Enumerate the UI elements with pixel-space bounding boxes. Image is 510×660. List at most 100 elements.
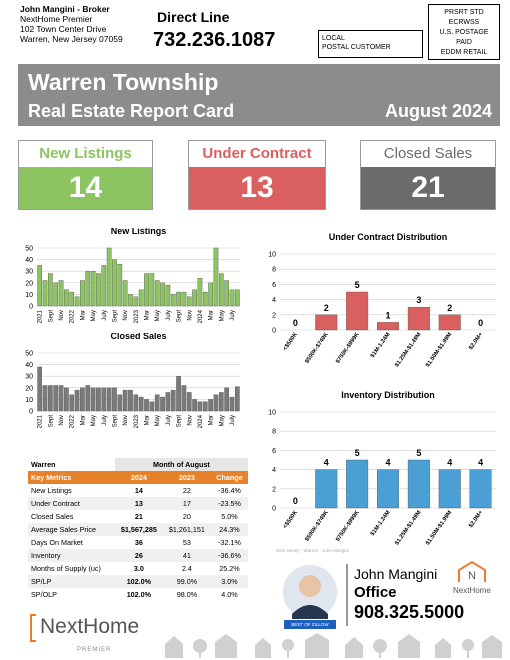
x-tick-label: $750K-$999K [335,509,361,543]
bar [165,284,171,307]
postage-line: PAID [456,39,472,46]
x-tick-label: Mar [145,415,151,425]
stat-value: 14 [19,167,152,209]
bar [128,294,133,307]
bar [69,394,75,412]
bar [101,265,107,307]
table-cell: $1,261,151 [168,525,205,534]
table-row: Months of Supply (uc) 3.0 2.4 25.2% [28,562,248,575]
bar [42,280,48,307]
table-title-row: Warren Month of August [28,458,248,471]
bar [74,296,80,307]
table-cell: Inventory [31,551,61,560]
bar [42,385,48,412]
x-tick-label: $1.25M-$1.49M [394,332,422,369]
bar [229,396,235,412]
bar [213,394,219,412]
x-tick-label: 2023 [134,414,140,428]
postage-box: PRSRT STD ECRWSS U.S. POSTAGE PAID EDDM … [428,4,500,60]
table-cell: 26 [134,551,143,560]
footer-brand: NextHome [40,615,140,638]
y-tick-label: 10 [268,410,276,417]
chart-title: New Listings [111,228,167,236]
x-tick-label: $1.50M-$1.99M [425,332,453,369]
table-cell: SP/OLP [31,590,57,599]
data-label: 1 [385,310,390,320]
y-tick-label: 50 [25,246,33,253]
x-tick-label: July [166,310,172,321]
table-cell: -36.6% [218,551,241,560]
stat-label: Under Contract [189,141,325,167]
table-cell: -36.4% [218,486,241,495]
bar [149,401,155,412]
bar [176,291,181,307]
postage-line: ECRWSS [448,19,480,26]
bar [208,282,213,307]
table-cell: 17 [182,499,191,508]
bar [53,385,59,412]
postage-line: PRSRT STD [444,9,484,16]
table-cell: 24.3% [219,525,240,534]
y-tick-label: 40 [25,362,33,369]
bar [438,314,461,331]
table-cell: 102.0% [126,590,152,599]
table-cell: Days On Market [31,538,83,547]
bar [192,399,197,412]
table-cell: $1,567,285 [120,525,157,534]
x-tick-label: $1M-1.24M [370,332,392,360]
bar [234,289,240,307]
x-tick-label: $1.50M-$1.99M [425,510,453,546]
bar [138,289,144,307]
broker-line: Warren, New Jersey 07059 [20,34,123,44]
bar [224,387,229,412]
table-cell: 102.0% [126,577,152,586]
banner: Warren Township Real Estate Report Card … [18,64,500,126]
x-tick-label: Nov [123,310,129,321]
direct-line-label: Direct Line [157,9,230,25]
table-cell: 41 [182,551,191,560]
bar [315,314,338,331]
stat-value: 21 [361,167,495,209]
bar [438,469,461,509]
data-label: 0 [293,496,298,506]
agent-brand: NextHome [453,586,491,595]
bar [202,291,208,307]
data-label: 4 [324,458,329,468]
bar [85,385,91,412]
table-cell: SP/LP [31,577,52,586]
table-cell: -23.5% [218,499,241,508]
table-cell: 98.0% [176,590,198,599]
y-tick-label: 2 [272,486,276,493]
y-tick-label: 10 [25,292,33,299]
table-cell: 53 [182,538,191,547]
x-tick-label: Sept [48,310,54,323]
x-tick-label: Mar [145,310,151,320]
bar [192,289,197,307]
bar [154,394,160,412]
x-tick-label: Mar [209,415,215,425]
stat-label: New Listings [19,141,152,167]
y-tick-label: 0 [272,506,276,513]
bar [407,306,430,331]
y-tick-label: 10 [25,397,33,404]
badge: BEST OF ZILLOW [291,622,329,627]
svg-text:N: N [468,570,476,582]
bar [202,401,208,412]
bar [224,280,229,307]
bar [37,265,43,307]
bar [128,389,133,412]
bar [117,394,123,412]
bar [165,392,171,412]
addressee-box: LOCAL POSTAL CUSTOMER [318,30,423,58]
stat-box: Closed Sales 21 [360,140,496,210]
agent-caption: New Jersey - Warren - John Mangini [276,548,349,553]
agent-phone: 908.325.5000 [354,602,465,622]
x-tick-label: Nov [187,415,193,426]
x-tick-label: <$500K [282,509,299,530]
y-tick-label: 6 [272,448,276,455]
bar [90,271,96,307]
bar [376,322,399,331]
table-period: Month of August [114,458,248,471]
y-tick-label: 2 [272,312,276,319]
